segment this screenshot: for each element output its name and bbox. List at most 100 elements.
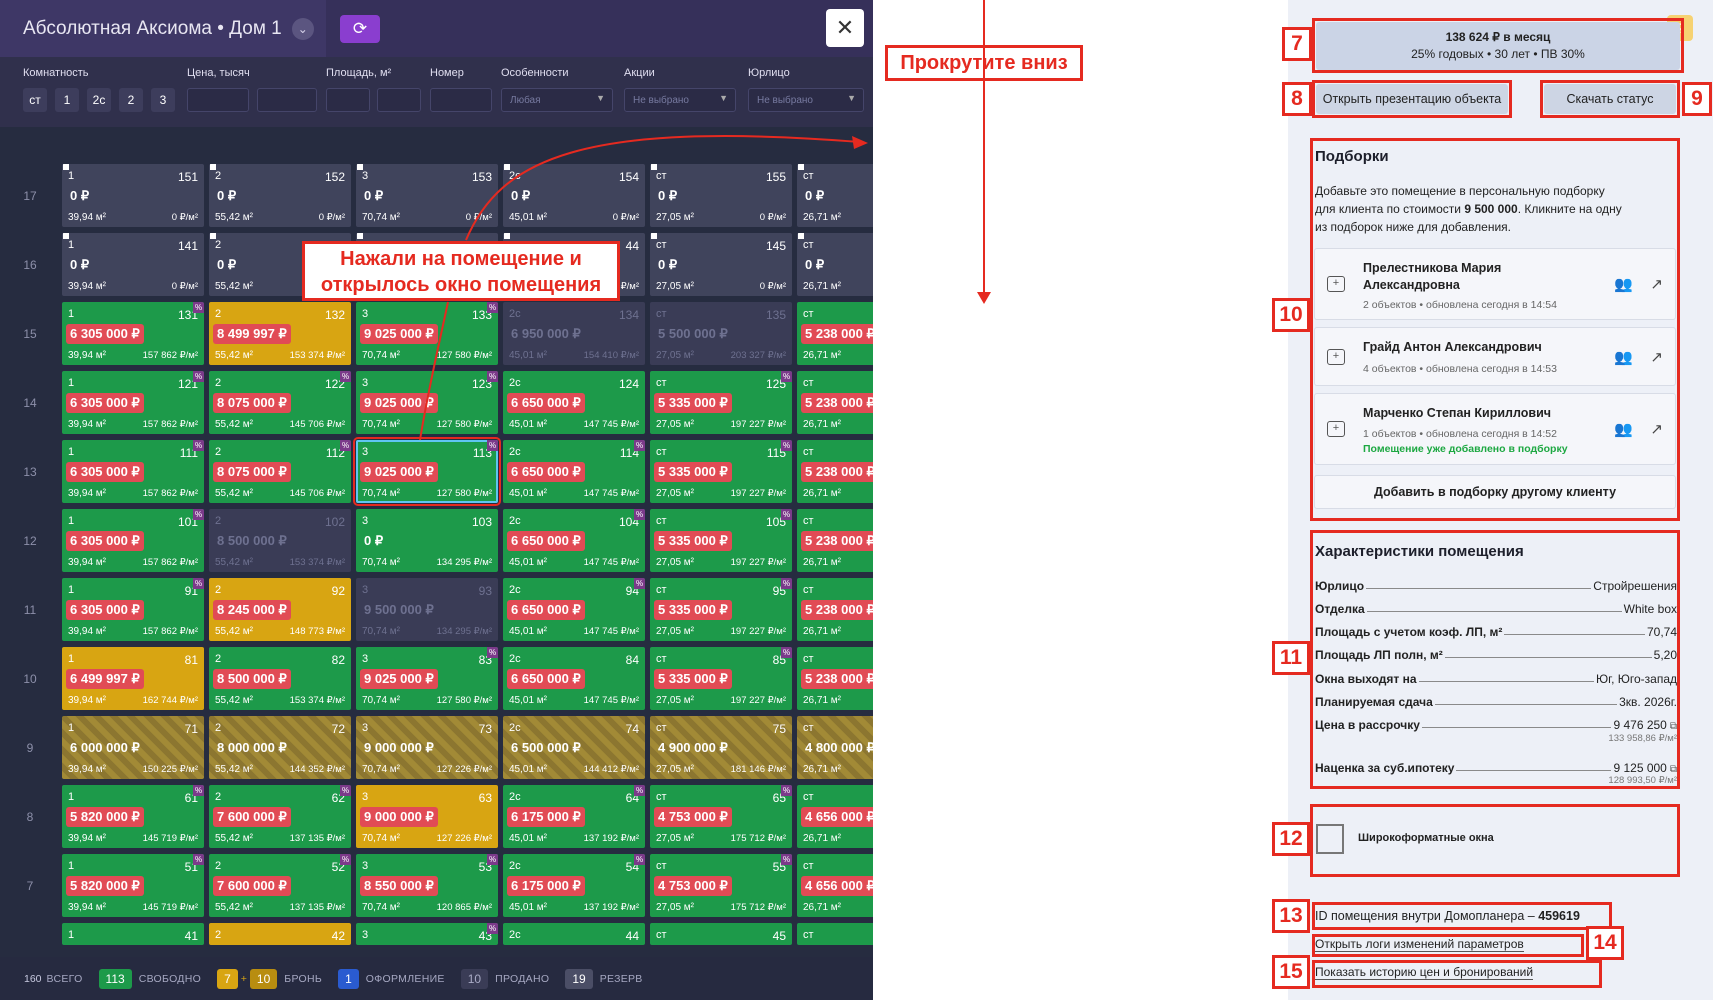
apartment-cell[interactable]: 1 41 xyxy=(62,923,204,945)
apartment-cell[interactable]: 1 51 5 820 000 ₽39,94 м² 145 719 ₽/м²% xyxy=(62,854,204,917)
apartment-cell[interactable]: ст 145 0 ₽ 27,05 м² 0 ₽/м² xyxy=(650,233,792,296)
add-to-selection-icon[interactable]: + xyxy=(1327,349,1345,365)
download-status-button[interactable]: Скачать статус xyxy=(1544,84,1676,114)
area-to-input[interactable] xyxy=(377,88,421,112)
apartment-cell[interactable]: 2с 54 6 175 000 ₽45,01 м² 137 192 ₽/м²% xyxy=(503,854,645,917)
apartment-cell[interactable]: 2 42 xyxy=(209,923,351,945)
users-icon[interactable]: 👥 xyxy=(1614,349,1633,366)
apartment-cell[interactable]: ст 135 5 500 000 ₽ 27,05 м² 203 327 ₽/м² xyxy=(650,302,792,365)
booking-count-2[interactable]: 10 xyxy=(249,968,278,989)
apartment-cell[interactable]: 2 92 8 245 000 ₽ 55,42 м² 148 773 ₽/м² xyxy=(209,578,351,641)
apartment-cell[interactable]: ст 95 5 335 000 ₽27,05 м² 197 227 ₽/м²% xyxy=(650,578,792,641)
number-input[interactable] xyxy=(430,88,492,112)
apartment-cell[interactable]: ст 105 5 335 000 ₽ 27,05 м² 197 227 ₽/м²% xyxy=(650,509,792,572)
apartment-cell[interactable]: 1 61 5 820 000 ₽39,94 м² 145 719 ₽/м²% xyxy=(62,785,204,848)
apartment-cell[interactable]: 3 63 9 000 000 ₽ 70,74 м² 127 226 ₽/м² xyxy=(356,785,498,848)
apartment-cell[interactable]: ст 5 238 000 ₽ 26,71 м² xyxy=(797,371,873,434)
room-chip-2[interactable]: 2 xyxy=(119,88,143,112)
promo-select[interactable]: Не выбрано ▼ xyxy=(624,88,736,112)
apartment-cell[interactable]: ст 4 800 000 ₽ 26,71 м² xyxy=(797,716,873,779)
apartment-cell[interactable]: 2с 134 6 950 000 ₽ 45,01 м² 154 410 ₽/м² xyxy=(503,302,645,365)
apartment-cell[interactable]: 2с 94 6 650 000 ₽45,01 м² 147 745 ₽/м²% xyxy=(503,578,645,641)
price-from-input[interactable] xyxy=(187,88,249,112)
apartment-cell[interactable]: 3 83 9 025 000 ₽70,74 м² 127 580 ₽/м²% xyxy=(356,647,498,710)
apartment-cell[interactable]: 2с 84 6 650 000 ₽ 45,01 м² 147 745 ₽/м² xyxy=(503,647,645,710)
apartment-cell[interactable]: 3 113 9 025 000 ₽70,74 м² 127 580 ₽/м²% xyxy=(353,437,501,506)
external-link-icon[interactable]: ↗ xyxy=(1650,349,1663,366)
apartment-cell[interactable]: 1 101 6 305 000 ₽ 39,94 м² 157 862 ₽/м²% xyxy=(62,509,204,572)
apartment-cell[interactable]: 3 153 0 ₽ 70,74 м² 0 ₽/м² xyxy=(356,164,498,227)
chevron-down-icon[interactable]: ⌄ xyxy=(291,17,314,40)
apartment-cell[interactable]: 2с 114 6 650 000 ₽45,01 м² 147 745 ₽/м²% xyxy=(503,440,645,503)
apartment-cell[interactable]: 2 102 8 500 000 ₽ 55,42 м² 153 374 ₽/м² xyxy=(209,509,351,572)
open-presentation-button[interactable]: Открыть презентацию объекта xyxy=(1316,84,1508,114)
sold-count[interactable]: 10 xyxy=(460,968,489,989)
features-select[interactable]: Любая ▼ xyxy=(501,88,613,112)
mortgage-summary[interactable]: 138 624 ₽ в месяц 25% годовых • 30 лет •… xyxy=(1316,22,1680,70)
external-link-icon[interactable]: ↗ xyxy=(1650,276,1663,293)
refresh-button[interactable]: ⟳ xyxy=(340,15,380,43)
apartment-cell[interactable]: ст xyxy=(797,923,873,945)
apartment-cell[interactable]: 1 141 0 ₽ 39,94 м² 0 ₽/м² xyxy=(62,233,204,296)
apartment-cell[interactable]: 2с 124 6 650 000 ₽ 45,01 м² 147 745 ₽/м² xyxy=(503,371,645,434)
copy-icon[interactable]: ⧉ xyxy=(1669,764,1677,775)
apartment-cell[interactable]: 1 91 6 305 000 ₽39,94 м² 157 862 ₽/м²% xyxy=(62,578,204,641)
apartment-cell[interactable]: 3 53 8 550 000 ₽70,74 м² 120 865 ₽/м²% xyxy=(356,854,498,917)
area-from-input[interactable] xyxy=(326,88,370,112)
apartment-cell[interactable]: 2 112 8 075 000 ₽55,42 м² 145 706 ₽/м²% xyxy=(209,440,351,503)
add-to-selection-icon[interactable]: + xyxy=(1327,421,1345,437)
apartment-cell[interactable]: ст 155 0 ₽ 27,05 м² 0 ₽/м² xyxy=(650,164,792,227)
price-to-input[interactable] xyxy=(257,88,317,112)
apartment-cell[interactable]: ст 85 5 335 000 ₽27,05 м² 197 227 ₽/м²% xyxy=(650,647,792,710)
apartment-cell[interactable]: 1 81 6 499 997 ₽ 39,94 м² 162 744 ₽/м² xyxy=(62,647,204,710)
apartment-cell[interactable]: 2с 104 6 650 000 ₽ 45,01 м² 147 745 ₽/м²% xyxy=(503,509,645,572)
external-link-icon[interactable]: ↗ xyxy=(1650,421,1663,438)
apartment-cell[interactable]: ст 55 4 753 000 ₽27,05 м² 175 712 ₽/м²% xyxy=(650,854,792,917)
users-icon[interactable]: 👥 xyxy=(1614,421,1633,438)
users-icon[interactable]: 👥 xyxy=(1614,276,1633,293)
apartment-cell[interactable]: 2 152 0 ₽ 55,42 м² 0 ₽/м² xyxy=(209,164,351,227)
apartment-cell[interactable]: 3 43% xyxy=(356,923,498,945)
apartment-cell[interactable]: 1 111 6 305 000 ₽39,94 м² 157 862 ₽/м²% xyxy=(62,440,204,503)
apartment-cell[interactable]: 2 52 7 600 000 ₽55,42 м² 137 135 ₽/м²% xyxy=(209,854,351,917)
apartment-cell[interactable]: ст 5 238 000 ₽ 26,71 м² xyxy=(797,578,873,641)
apartment-cell[interactable]: ст 5 238 000 ₽ 26,71 м² xyxy=(797,509,873,572)
apartment-cell[interactable]: 3 133 9 025 000 ₽ 70,74 м² 127 580 ₽/м²% xyxy=(356,302,498,365)
client-selection-3[interactable]: + Марченко Степан Кириллович 1 объектов … xyxy=(1314,393,1676,465)
apartment-cell[interactable]: ст 0 ₽ 26,71 м² xyxy=(797,164,873,227)
apartment-cell[interactable]: ст 5 238 000 ₽ 26,71 м² xyxy=(797,647,873,710)
apartment-cell[interactable]: ст 5 238 000 ₽ 26,71 м² xyxy=(797,302,873,365)
room-chip-st[interactable]: ст xyxy=(23,88,47,112)
add-to-other-client-button[interactable]: Добавить в подборку другому клиенту xyxy=(1314,475,1676,509)
apartment-cell[interactable]: 1 151 0 ₽ 39,94 м² 0 ₽/м² xyxy=(62,164,204,227)
free-count[interactable]: 113 xyxy=(98,968,132,989)
apartment-cell[interactable]: 1 131 6 305 000 ₽ 39,94 м² 157 862 ₽/м²% xyxy=(62,302,204,365)
reserve-count[interactable]: 19 xyxy=(565,968,593,989)
apartment-cell[interactable]: 2 62 7 600 000 ₽55,42 м² 137 135 ₽/м²% xyxy=(209,785,351,848)
apartment-cell[interactable]: ст 0 ₽ 26,71 м² xyxy=(797,233,873,296)
apartment-cell[interactable]: 3 103 0 ₽ 70,74 м² 134 295 ₽/м² xyxy=(356,509,498,572)
apartment-cell[interactable]: ст 5 238 000 ₽ 26,71 м² xyxy=(797,440,873,503)
project-selector[interactable]: Абсолютная Аксиома • Дом 1 ⌄ xyxy=(0,0,326,57)
apartment-cell[interactable]: 2с 44 xyxy=(503,923,645,945)
room-chip-2s[interactable]: 2с xyxy=(87,88,111,112)
apartment-cell[interactable]: 2 132 8 499 997 ₽ 55,42 м² 153 374 ₽/м² xyxy=(209,302,351,365)
room-chip-1[interactable]: 1 xyxy=(55,88,79,112)
apartment-cell[interactable]: ст 115 5 335 000 ₽27,05 м² 197 227 ₽/м²% xyxy=(650,440,792,503)
apartment-cell[interactable]: 2 72 8 000 000 ₽ 55,42 м² 144 352 ₽/м² xyxy=(209,716,351,779)
legal-select[interactable]: Не выбрано ▼ xyxy=(748,88,864,112)
apartment-cell[interactable]: 3 73 9 000 000 ₽ 70,74 м² 127 226 ₽/м² xyxy=(356,716,498,779)
open-logs-link[interactable]: Открыть логи изменений параметров xyxy=(1315,937,1524,952)
apartment-cell[interactable]: ст 125 5 335 000 ₽ 27,05 м² 197 227 ₽/м²% xyxy=(650,371,792,434)
copy-icon[interactable]: ⧉ xyxy=(1669,721,1677,732)
processing-count[interactable]: 1 xyxy=(338,968,359,989)
client-selection-2[interactable]: + Грайд Антон Александрович 4 объектов •… xyxy=(1314,327,1676,386)
apartment-cell[interactable]: 2 122 8 075 000 ₽ 55,42 м² 145 706 ₽/м²% xyxy=(209,371,351,434)
apartment-cell[interactable]: ст 45 xyxy=(650,923,792,945)
client-selection-1[interactable]: + Прелестникова Мария Александровна 2 об… xyxy=(1314,248,1676,320)
apartment-cell[interactable]: 3 123 9 025 000 ₽ 70,74 м² 127 580 ₽/м²% xyxy=(356,371,498,434)
apartment-cell[interactable]: 1 71 6 000 000 ₽ 39,94 м² 150 225 ₽/м² xyxy=(62,716,204,779)
add-to-selection-icon[interactable]: + xyxy=(1327,276,1345,292)
apartment-cell[interactable]: ст 75 4 900 000 ₽ 27,05 м² 181 146 ₽/м² xyxy=(650,716,792,779)
booking-count-1[interactable]: 7 xyxy=(217,968,238,989)
